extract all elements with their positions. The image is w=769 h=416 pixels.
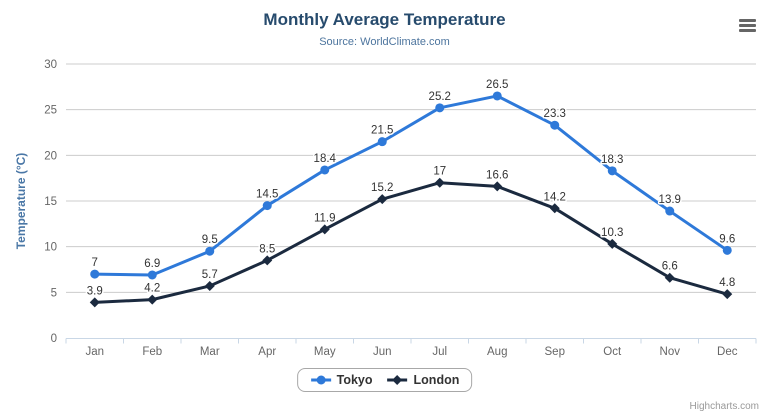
- x-axis-tick-label: Jun: [373, 346, 392, 358]
- data-point-london[interactable]: [319, 224, 330, 235]
- data-point-tokyo[interactable]: [320, 165, 330, 175]
- diamond-series-marker-icon: [387, 375, 408, 385]
- y-axis-tick-label: 0: [51, 333, 57, 345]
- y-axis-tick-label: 15: [44, 196, 57, 208]
- data-point-london[interactable]: [377, 194, 388, 205]
- data-label-london: 10.3: [601, 227, 623, 239]
- data-point-tokyo[interactable]: [435, 103, 445, 113]
- chart-subtitle: Source: WorldClimate.com: [319, 36, 450, 48]
- data-label-tokyo: 7: [92, 257, 98, 269]
- data-point-tokyo[interactable]: [722, 245, 732, 255]
- data-point-london[interactable]: [147, 294, 158, 305]
- x-axis-tick-label: Apr: [258, 346, 276, 358]
- data-label-tokyo: 25.2: [429, 91, 451, 103]
- legend-label: London: [413, 373, 460, 387]
- data-point-tokyo[interactable]: [377, 137, 387, 147]
- series-line-london[interactable]: [93, 181, 729, 304]
- data-label-tokyo: 9.6: [719, 233, 735, 245]
- data-point-tokyo[interactable]: [665, 206, 675, 216]
- legend-label: Tokyo: [336, 373, 373, 387]
- data-label-london: 4.8: [719, 277, 735, 289]
- data-label-london: 5.7: [202, 269, 218, 281]
- x-axis-tick-label: Dec: [717, 346, 738, 358]
- x-axis-tick-label: Jan: [85, 346, 104, 358]
- x-axis-tick-label: Aug: [487, 346, 507, 358]
- data-point-tokyo[interactable]: [147, 270, 157, 280]
- data-point-london[interactable]: [722, 289, 733, 300]
- data-point-tokyo[interactable]: [492, 91, 502, 101]
- data-label-london: 11.9: [314, 212, 336, 224]
- legend-item-london[interactable]: London: [387, 373, 460, 387]
- y-axis-tick-label: 20: [44, 150, 57, 162]
- data-label-tokyo: 6.9: [144, 258, 160, 270]
- legend: Tokyo London: [296, 368, 473, 392]
- data-point-london[interactable]: [549, 203, 560, 214]
- data-label-london: 17: [433, 166, 446, 178]
- data-point-london[interactable]: [607, 238, 618, 249]
- data-label-london: 8.5: [259, 243, 275, 255]
- data-label-tokyo: 18.3: [601, 154, 623, 166]
- data-label-london: 6.6: [662, 261, 678, 273]
- hamburger-icon: [738, 18, 756, 32]
- data-point-tokyo[interactable]: [205, 246, 215, 256]
- data-point-tokyo[interactable]: [607, 166, 617, 176]
- data-point-tokyo[interactable]: [550, 120, 560, 130]
- data-point-london[interactable]: [89, 297, 100, 308]
- y-axis-tick-label: 25: [44, 105, 57, 117]
- data-label-tokyo: 13.9: [659, 194, 681, 206]
- data-label-tokyo: 14.5: [256, 189, 278, 201]
- data-point-london[interactable]: [262, 255, 273, 266]
- data-point-london[interactable]: [434, 177, 445, 188]
- data-label-london: 14.2: [544, 191, 566, 203]
- context-menu-button[interactable]: [736, 15, 758, 35]
- data-point-tokyo[interactable]: [262, 201, 272, 211]
- chart-title: Monthly Average Temperature: [263, 10, 506, 29]
- data-label-tokyo: 26.5: [486, 79, 508, 91]
- data-label-tokyo: 18.4: [314, 153, 337, 165]
- data-point-tokyo[interactable]: [90, 269, 100, 279]
- data-label-london: 4.2: [144, 283, 160, 295]
- y-axis-tick-label: 30: [44, 59, 57, 71]
- circle-series-marker-icon: [310, 375, 331, 385]
- x-axis-tick-label: Nov: [660, 346, 681, 358]
- data-label-london: 16.6: [486, 169, 508, 181]
- data-label-tokyo: 21.5: [371, 125, 393, 137]
- data-point-london[interactable]: [664, 272, 675, 283]
- x-axis-tick-label: Jul: [432, 346, 447, 358]
- y-axis-tick-label: 5: [51, 287, 57, 299]
- x-axis-tick-label: Sep: [545, 346, 565, 358]
- legend-item-tokyo[interactable]: Tokyo: [310, 373, 373, 387]
- x-axis-tick-label: Mar: [200, 346, 220, 358]
- x-axis-tick-label: Feb: [142, 346, 162, 358]
- data-label-london: 15.2: [371, 182, 393, 194]
- y-axis-title: Temperature (°C): [14, 152, 28, 250]
- data-point-london[interactable]: [492, 181, 503, 192]
- x-axis-tick-label: Oct: [603, 346, 622, 358]
- y-axis-tick-label: 10: [44, 242, 57, 254]
- data-point-london[interactable]: [204, 280, 215, 291]
- series-line-tokyo[interactable]: [93, 94, 729, 277]
- x-axis-tick-label: May: [314, 346, 336, 358]
- data-label-tokyo: 23.3: [544, 108, 566, 120]
- data-label-london: 3.9: [87, 285, 103, 297]
- highcharts-credit-link[interactable]: Highcharts.com: [689, 401, 759, 412]
- data-label-tokyo: 9.5: [202, 234, 218, 246]
